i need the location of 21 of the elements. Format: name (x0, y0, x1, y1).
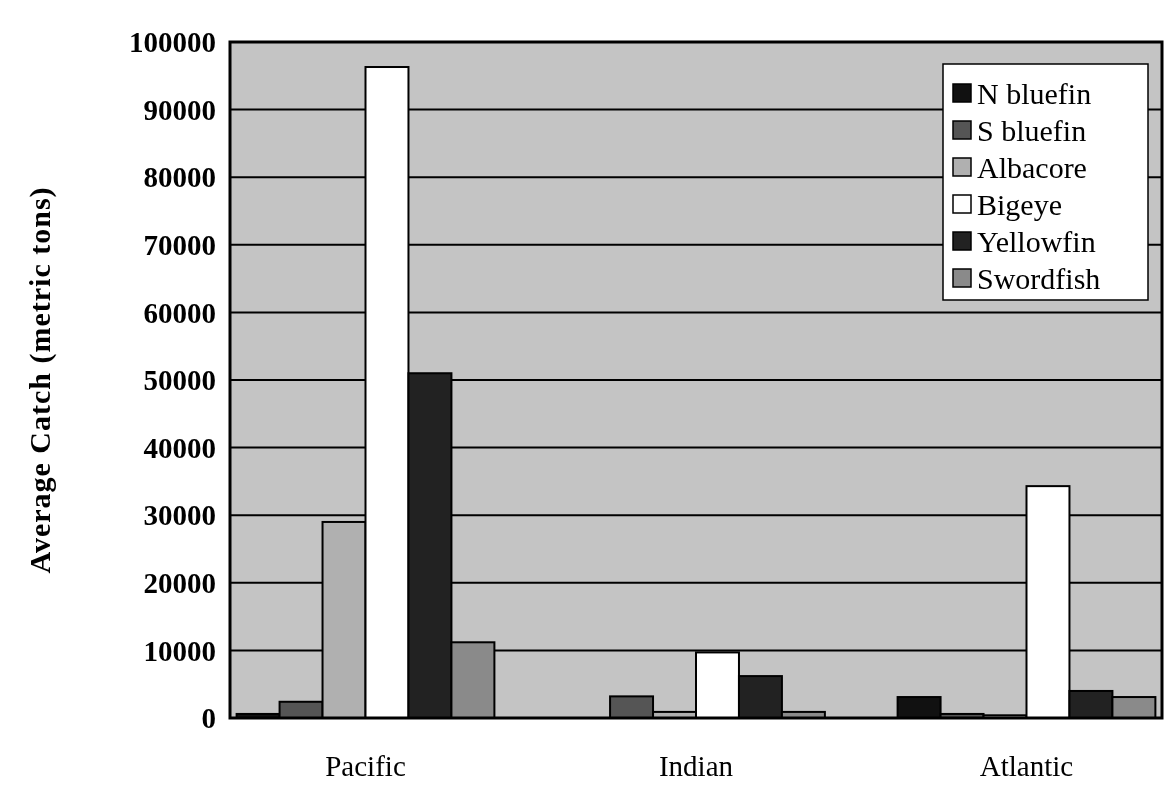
y-tick-label: 20000 (143, 566, 216, 599)
legend-label: Yellowfin (977, 224, 1096, 258)
y-tick-label: 100000 (129, 26, 216, 59)
y-tick-label: 60000 (143, 296, 216, 329)
y-tick-label: 80000 (143, 161, 216, 194)
y-tick-label: 10000 (143, 634, 216, 667)
x-tick-label: Atlantic (979, 750, 1074, 782)
y-tick-label: 40000 (143, 431, 216, 464)
y-tick-label: 90000 (143, 93, 216, 126)
legend-label: Swordfish (977, 261, 1101, 295)
legend-label: Bigeye (977, 187, 1062, 221)
y-tick-label: 30000 (143, 499, 216, 532)
x-tick-label: Pacific (325, 750, 406, 782)
legend-label: S bluefin (977, 113, 1087, 147)
y-tick-label: 50000 (143, 364, 216, 397)
y-axis-title: Average Catch (metric tons) (23, 186, 57, 574)
x-tick-label: Indian (658, 750, 734, 782)
legend-label: N bluefin (977, 76, 1092, 110)
y-tick-label: 70000 (143, 228, 216, 261)
legend-label: Albacore (977, 150, 1087, 184)
y-tick-label: 0 (201, 702, 216, 735)
